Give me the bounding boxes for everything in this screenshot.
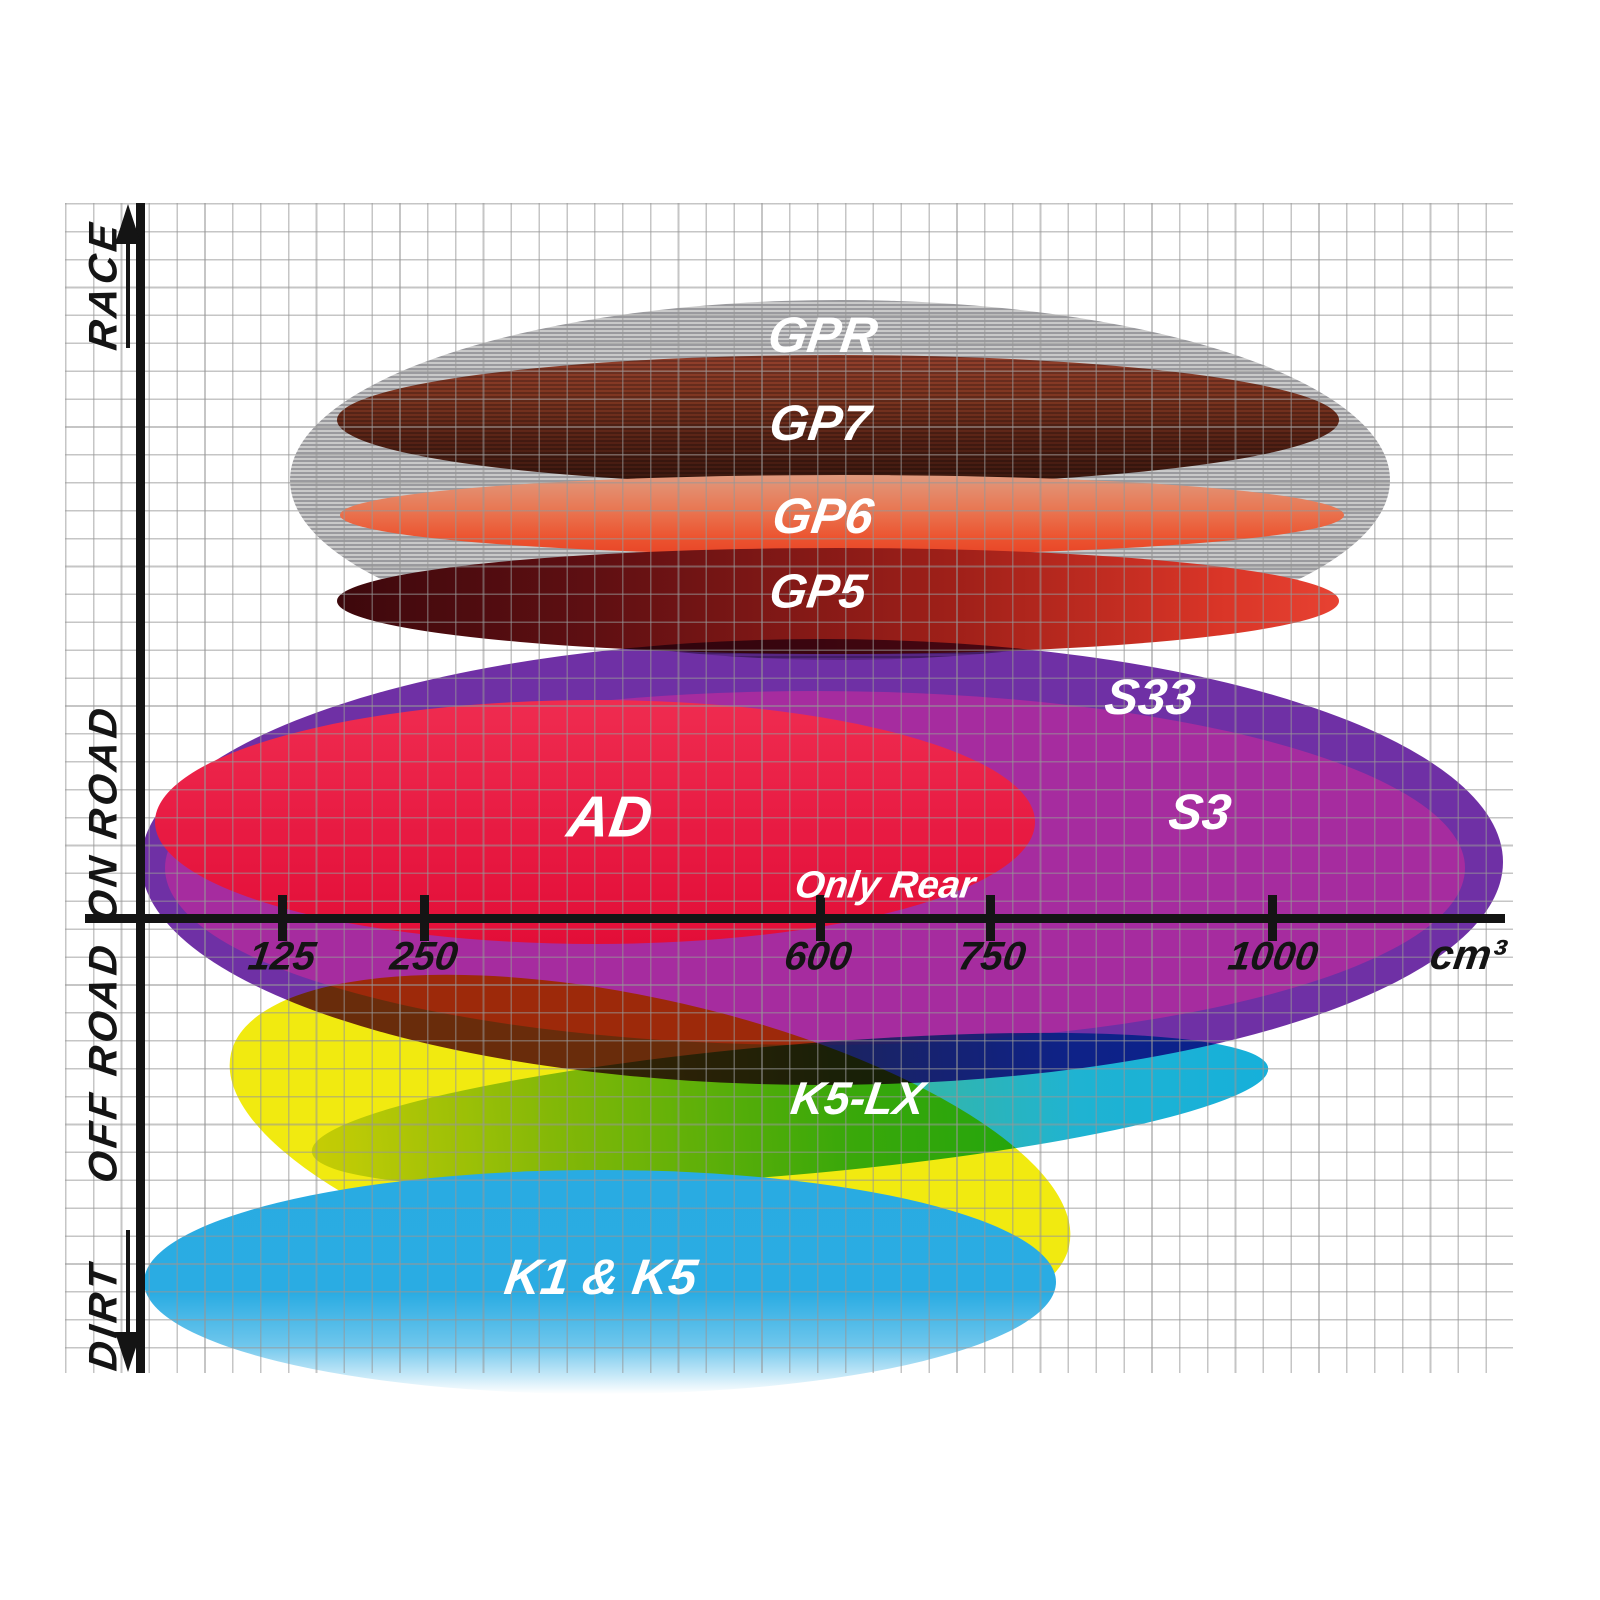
s3-label: S3 (1165, 784, 1235, 840)
ad-label: AD (563, 784, 657, 850)
x-tick-label-125: 125 (245, 934, 319, 979)
x-axis-unit-label: cm³ (1427, 931, 1509, 978)
x-tick-label-250: 250 (387, 934, 461, 979)
y-band-label-off-road: OFF ROAD (81, 938, 126, 1186)
x-tick-label-1000: 1000 (1225, 934, 1321, 979)
k5lx-label: K5-LX (787, 1072, 929, 1124)
y-band-label-dirt: DIRT (81, 1258, 126, 1374)
x-tick-label-600: 600 (781, 934, 855, 979)
y-band-label-race: RACE (81, 217, 126, 353)
y-axis-line (136, 203, 145, 1373)
k1k5-label: K1 & K5 (501, 1249, 701, 1305)
gpr-label: GPR (764, 307, 882, 363)
y-band-label-on-road: ON ROAD (81, 701, 126, 925)
gp5-label: GP5 (766, 565, 870, 619)
only-rear-label: Only Rear (792, 864, 978, 907)
dirt-arrow-shaft (126, 1230, 130, 1342)
x-axis-line (85, 914, 1505, 923)
gp7-label: GP7 (766, 395, 874, 451)
s33-label: S33 (1101, 669, 1199, 725)
race-arrow-shaft (126, 240, 130, 348)
x-tick-label-750: 750 (955, 934, 1029, 979)
gp6-label: GP6 (769, 488, 877, 544)
